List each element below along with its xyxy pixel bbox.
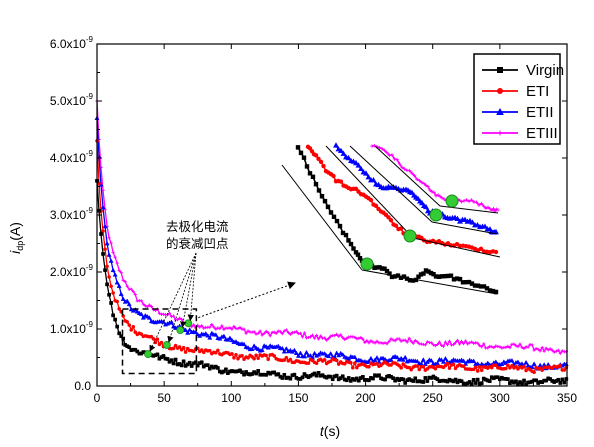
y-axis-var: i [7,250,23,254]
axes-layer: 0 50 100 150 200 250 300 350 0.0 1.0x10-9 2.0x10-9… [50,35,577,405]
y-tick-label: 3.0x10-9 [50,206,94,222]
y-tick-label: 1.0x10-9 [50,320,94,336]
inset-guide-line [431,221,498,235]
inset-dip-point [429,208,443,222]
legend-label: ETI [526,83,549,100]
legend-label: Virgin [526,62,564,79]
legend-marker [497,67,503,73]
inset-guide-line [361,269,498,295]
inset-guide-line [412,237,501,258]
inset-zoom [281,142,501,295]
x-axis-unit: (s) [324,423,340,439]
inset-markers-etii [333,142,499,235]
inset-guide-line [374,145,441,207]
x-tick-label: 100 [221,391,241,405]
legend-box [473,53,561,145]
inset-dip-point [403,229,417,243]
x-tick-label: 350 [557,391,577,405]
series-eti [95,139,569,375]
series-markers-eti [95,139,569,375]
annotation-layer: 去极化电流 的衰减凹点 [149,219,296,352]
x-axis-var: t [320,423,325,439]
legend-label: ETIII [526,125,558,142]
legend-marker [497,130,503,136]
annotation-line1: 去极化电流 [166,219,229,234]
inset-series-eti [305,144,499,255]
inset-guide-line [281,164,363,271]
zoom-region-box [121,308,198,375]
legend-marker [497,88,504,94]
inset-guide-line [349,145,433,223]
dip-point-virgin [144,350,152,358]
y-tick-label: 0.0 [74,379,91,393]
inset-guide-line [325,145,414,239]
y-tick-label: 6.0x10-9 [50,35,94,51]
x-tick-label: 200 [356,391,376,405]
inset-series-etiii [370,143,500,214]
dip-point-eti [162,341,171,349]
x-tick-label: 300 [490,391,510,405]
y-axis-title: idp(A) [7,222,25,254]
inset-dip-point [360,257,374,271]
x-tick-label: 250 [423,391,443,405]
legend: Virgin ETI ETII ETIII [473,53,564,145]
x-axis-title: t(s) [320,423,340,439]
annotation-arrow [167,252,197,343]
inset-line-etii [335,144,497,234]
annotation-line2: 的衰减凹点 [166,236,229,251]
y-axis-sub: dp [15,241,25,251]
legend-item-eti: ETI [482,83,549,100]
inset-series-etii [333,142,499,235]
y-tick-label: 5.0x10-9 [50,92,94,108]
legend-item-etii: ETII [482,104,554,121]
y-tick-label: 2.0x10-9 [50,263,94,279]
annotation-arrow [149,252,197,352]
inset-guide-line [439,205,499,214]
legend-marker [496,107,504,115]
y-tick-label: 4.0x10-9 [50,149,94,165]
inset-markers-eti [305,144,499,255]
x-tick-label: 0 [94,391,101,405]
zoom-arrow [198,281,296,319]
inset-markers-etiii [370,143,500,214]
marker-group-eti [95,139,569,375]
legend-label: ETII [526,104,554,121]
legend-item-virgin: Virgin [482,62,564,79]
x-tick-label: 150 [288,391,308,405]
annotation-arrow [187,252,197,322]
x-tick-label: 50 [157,391,171,405]
inset-dip-point [445,194,459,208]
y-axis-unit: (A) [7,222,23,241]
inset-series-virgin [295,145,499,295]
dip-point-etiii [184,319,193,328]
legend-item-etiii: ETIII [482,125,558,142]
dip-point-etii [176,326,185,335]
